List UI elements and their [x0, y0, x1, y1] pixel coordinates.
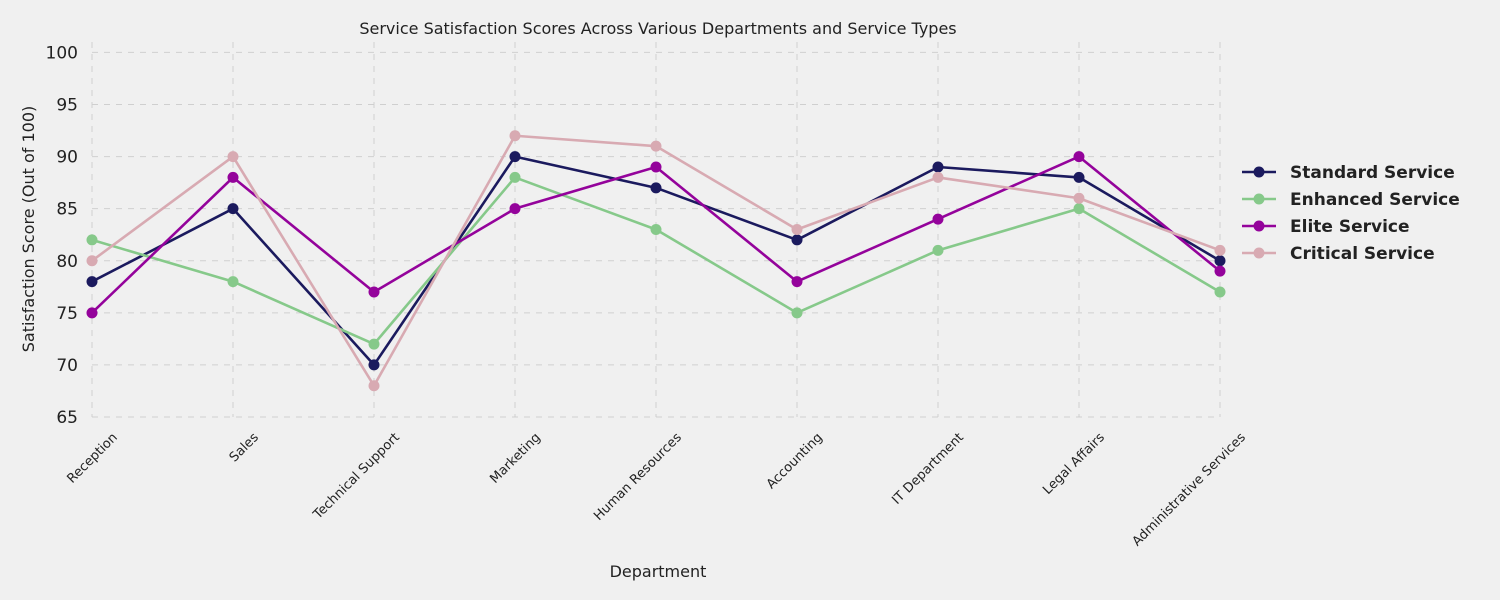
data-point	[1073, 203, 1085, 215]
data-point	[932, 171, 944, 183]
data-point	[368, 338, 380, 350]
data-point	[791, 224, 803, 235]
data-point	[368, 380, 380, 392]
x-tick-label: Administrative Services	[1130, 430, 1249, 549]
y-tick-label: 65	[56, 408, 78, 428]
legend-label: Standard Service	[1290, 163, 1455, 183]
data-point	[509, 130, 521, 142]
y-tick-label: 85	[56, 200, 78, 220]
series-0	[86, 151, 1226, 371]
legend-label: Critical Service	[1290, 244, 1435, 264]
series-2	[86, 151, 1226, 319]
data-point	[791, 276, 803, 288]
legend-swatch-marker	[1253, 193, 1265, 205]
data-point	[1214, 265, 1226, 277]
x-tick-label: Legal Affairs	[1040, 430, 1108, 498]
y-tick-label: 95	[56, 96, 78, 116]
grid-lines	[91, 42, 1221, 418]
legend-label: Elite Service	[1290, 217, 1410, 237]
data-point	[227, 276, 239, 288]
data-point	[1214, 286, 1226, 298]
y-axis: 65 70 75 80 85 90 95 100	[46, 43, 78, 428]
data-point	[86, 307, 98, 319]
data-point	[86, 276, 98, 288]
data-point	[932, 161, 944, 173]
legend: Standard Service Enhanced Service Elite Se…	[1242, 163, 1460, 264]
data-point	[509, 171, 521, 183]
x-tick-label: Accounting	[764, 430, 826, 492]
series-3	[86, 130, 1226, 392]
data-point	[1073, 171, 1085, 183]
data-point	[650, 224, 662, 235]
y-tick-label: 75	[56, 304, 78, 324]
x-tick-label: Sales	[227, 430, 262, 465]
data-point	[791, 234, 803, 246]
legend-swatch-marker	[1253, 166, 1265, 178]
data-point	[86, 255, 98, 267]
data-point	[1214, 244, 1226, 256]
data-point	[227, 151, 239, 163]
y-tick-label: 70	[56, 356, 78, 376]
x-tick-label: IT Department	[889, 430, 966, 507]
data-point	[650, 140, 662, 152]
legend-swatch-marker	[1253, 220, 1265, 232]
data-point	[227, 171, 239, 183]
x-tick-label: Human Resources	[591, 430, 685, 524]
data-point	[368, 359, 380, 371]
data-point	[509, 203, 521, 215]
series-1	[86, 171, 1226, 350]
x-tick-label: Technical Support	[310, 430, 403, 523]
y-tick-label: 80	[56, 252, 78, 272]
data-point	[368, 286, 380, 298]
data-point	[1073, 151, 1085, 163]
legend-item: Critical Service	[1242, 244, 1435, 264]
legend-item: Enhanced Service	[1242, 190, 1460, 210]
y-tick-label: 100	[46, 43, 78, 63]
x-tick-label: Reception	[64, 430, 120, 486]
data-point	[86, 234, 98, 246]
x-axis-label: Department	[610, 562, 707, 581]
data-point	[227, 203, 239, 215]
data-point	[509, 151, 521, 163]
data-point	[932, 213, 944, 225]
data-point	[932, 244, 944, 256]
legend-item: Elite Service	[1242, 217, 1410, 237]
series-group	[86, 130, 1226, 392]
data-point	[1073, 192, 1085, 204]
y-axis-label: Satisfaction Score (Out of 100)	[19, 106, 38, 353]
x-axis: Reception Sales Technical Support Marketing…	[64, 430, 1249, 549]
legend-swatch-marker	[1253, 247, 1265, 259]
chart-title: Service Satisfaction Scores Across Vario…	[359, 19, 956, 38]
data-point	[791, 307, 803, 319]
legend-label: Enhanced Service	[1290, 190, 1460, 210]
x-tick-label: Marketing	[487, 430, 543, 486]
data-point	[650, 161, 662, 173]
data-point	[650, 182, 662, 194]
legend-item: Standard Service	[1242, 163, 1455, 183]
y-tick-label: 90	[56, 148, 78, 168]
data-point	[1214, 255, 1226, 267]
